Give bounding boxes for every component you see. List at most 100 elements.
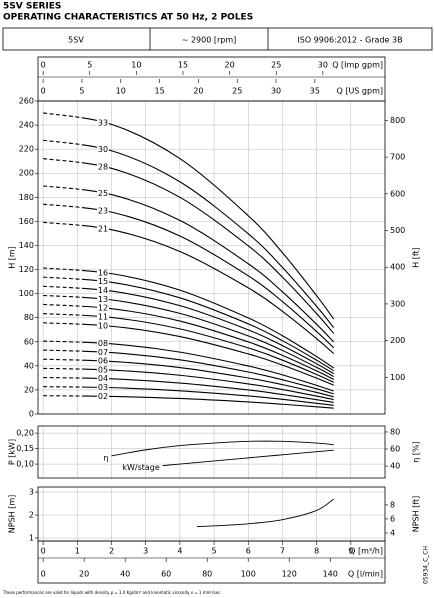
label-bg: [96, 189, 109, 198]
x-tick-label: 6: [246, 547, 251, 556]
curve: [43, 386, 334, 406]
x-tick-label: 2: [109, 547, 114, 556]
x-tick-label: 5: [212, 547, 217, 556]
y-tick-label: 20: [24, 385, 34, 394]
curve: [43, 294, 334, 378]
x-tick-label: 1: [75, 547, 80, 556]
y2-axis-label: H [ft]: [412, 247, 421, 268]
x-tick-label: 100: [241, 570, 256, 579]
curve-label: 12: [98, 304, 108, 313]
curve-label: 15: [98, 277, 108, 286]
label-bg: [96, 357, 109, 366]
y2-tick-label: 100: [390, 373, 405, 382]
curve: [43, 395, 334, 409]
x-tick-label: 5: [87, 61, 92, 70]
y2-tick-label: 300: [390, 299, 405, 308]
y-tick-label: 2: [29, 511, 34, 520]
curve-label: 06: [98, 357, 108, 366]
label-bg: [96, 348, 109, 357]
y2-axis-label: η [%]: [412, 441, 421, 462]
y2-tick-label: 60: [390, 445, 400, 454]
curve-label: 10: [98, 321, 108, 330]
x-tick-label: 20: [225, 61, 235, 70]
curve-label: 05: [98, 365, 108, 374]
x-tick-label: 30: [271, 87, 281, 96]
curve-label: 21: [98, 224, 108, 233]
curve-label: 33: [98, 118, 108, 127]
label-bg: [96, 207, 109, 216]
y-tick-label: 100: [19, 289, 34, 298]
x-tick-label: 25: [271, 61, 281, 70]
y2-tick-label: 40: [390, 462, 400, 471]
curve-label: 28: [98, 163, 108, 172]
y-tick-label: 0,20: [16, 429, 34, 438]
x-tick-label: 0: [41, 87, 46, 96]
y2-tick-label: 600: [390, 189, 405, 198]
curve: [43, 376, 334, 403]
y2-tick-label: 80: [390, 427, 400, 436]
x-tick-label: 35: [310, 87, 320, 96]
curve-label: 02: [98, 392, 108, 401]
curve: [111, 440, 334, 457]
label-bg: [96, 277, 109, 286]
curve-label: 25: [98, 189, 108, 198]
curve-label: 23: [98, 207, 108, 216]
header-cell: ~ 2900 [rpm]: [182, 36, 237, 45]
curve: [162, 449, 334, 467]
x-tick-label: 30: [318, 61, 328, 70]
y-tick-label: 140: [19, 241, 34, 250]
curve-label: 08: [98, 339, 108, 348]
x-tick-label: 0: [41, 61, 46, 70]
curve: [43, 157, 335, 334]
x-tick-label: 10: [116, 87, 126, 96]
label-bg: [96, 304, 109, 313]
curve: [43, 267, 335, 369]
y-tick-label: 40: [24, 361, 34, 370]
y2-axis-label: NPSH [ft]: [412, 496, 421, 533]
footnote: These performances are valid for liquids…: [2, 590, 222, 595]
y-tick-label: 60: [24, 337, 34, 346]
curve-label: 11: [98, 312, 108, 321]
label-bg: [96, 374, 109, 383]
x-axis-label: Q [l/min]: [348, 570, 383, 579]
y-tick-label: 120: [19, 265, 34, 274]
code: 05934_C_CH: [423, 546, 430, 584]
y-tick-label: 3: [29, 488, 34, 497]
label-bg: [96, 286, 109, 295]
curve-label: 13: [98, 295, 108, 304]
y2-tick-label: 800: [390, 116, 405, 125]
y2-tick-label: 500: [390, 226, 405, 235]
curve: [43, 185, 335, 343]
y-tick-label: 260: [19, 97, 34, 106]
plot-frame: [37, 100, 386, 415]
y2-tick-label: 4: [390, 528, 395, 537]
y-tick-label: 220: [19, 145, 34, 154]
x-tick-label: 80: [202, 570, 212, 579]
curve: [43, 139, 335, 329]
y-tick-label: 240: [19, 121, 34, 130]
x-tick-label: 0: [41, 570, 46, 579]
y2-tick-label: 400: [390, 263, 405, 272]
x-axis-label: Q [US gpm]: [336, 87, 383, 96]
y-tick-label: 0,10: [16, 460, 34, 469]
x-tick-label: 3: [143, 547, 148, 556]
curve: [43, 112, 335, 320]
y-tick-label: 1: [29, 534, 34, 543]
y-tick-label: 180: [19, 193, 34, 202]
curve: [43, 367, 334, 401]
y-tick-label: 200: [19, 169, 34, 178]
label-bg: [96, 145, 109, 154]
y-tick-label: 160: [19, 217, 34, 226]
curve: [43, 276, 335, 372]
curve: [43, 285, 334, 375]
x-tick-label: 40: [120, 570, 130, 579]
header-cell: 5SV: [68, 36, 84, 45]
curve-label: 16: [98, 268, 108, 277]
curve: [43, 358, 334, 398]
curve: [43, 203, 335, 349]
x-tick-label: 9: [348, 547, 353, 556]
curve: [43, 221, 335, 354]
y2-tick-label: 6: [390, 514, 395, 523]
x-tick-label: 7: [280, 547, 285, 556]
curve-label: 04: [98, 374, 108, 383]
